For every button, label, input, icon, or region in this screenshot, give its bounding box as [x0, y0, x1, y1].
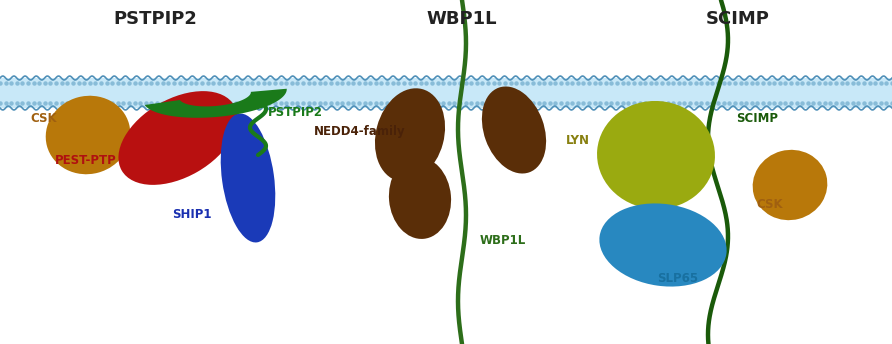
- Text: SLP65: SLP65: [657, 271, 698, 284]
- FancyBboxPatch shape: [0, 78, 892, 108]
- Text: SCIMP: SCIMP: [736, 111, 778, 125]
- Text: CSK: CSK: [756, 198, 782, 212]
- Ellipse shape: [45, 96, 130, 174]
- Ellipse shape: [599, 203, 727, 287]
- Ellipse shape: [597, 101, 715, 209]
- Text: LYN: LYN: [566, 133, 590, 147]
- Text: WBP1L: WBP1L: [426, 10, 497, 28]
- Ellipse shape: [375, 88, 445, 182]
- Text: PSTPIP2: PSTPIP2: [113, 10, 197, 28]
- Text: SHIP1: SHIP1: [172, 207, 211, 221]
- Ellipse shape: [389, 157, 451, 239]
- Text: PSTPIP2: PSTPIP2: [268, 106, 323, 118]
- Ellipse shape: [753, 150, 828, 220]
- Ellipse shape: [220, 114, 276, 243]
- Polygon shape: [145, 89, 286, 118]
- Text: WBP1L: WBP1L: [480, 234, 526, 247]
- Ellipse shape: [482, 86, 546, 173]
- Text: CSK: CSK: [30, 111, 56, 125]
- Text: SCIMP: SCIMP: [706, 10, 770, 28]
- Text: NEDD4-family: NEDD4-family: [314, 126, 406, 139]
- Ellipse shape: [119, 91, 237, 185]
- Text: PEST-PTP: PEST-PTP: [55, 153, 117, 166]
